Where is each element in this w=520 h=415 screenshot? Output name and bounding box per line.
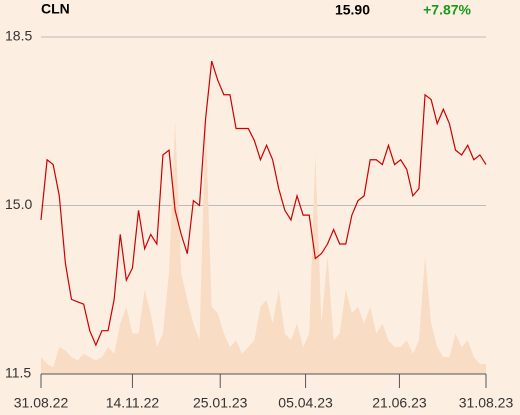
- x-tick-label: 05.04.23: [278, 395, 333, 411]
- x-tick-label: 21.06.23: [372, 395, 427, 411]
- x-tick-label: 25.01.23: [193, 395, 248, 411]
- y-tick-label: 15.0: [5, 196, 32, 212]
- y-tick-label: 11.5: [5, 365, 31, 381]
- x-tick-label: 31.08.23: [459, 395, 514, 411]
- x-tick-label: 14.11.22: [106, 395, 160, 411]
- last-price: 15.90: [335, 2, 370, 18]
- x-tick-label: 31.08.22: [14, 395, 69, 411]
- volume-area: [41, 121, 486, 374]
- price-line: [40, 60, 487, 347]
- y-tick-label: 18.5: [5, 28, 32, 44]
- symbol: CLN: [41, 1, 70, 17]
- price-change: +7.87%: [423, 2, 471, 18]
